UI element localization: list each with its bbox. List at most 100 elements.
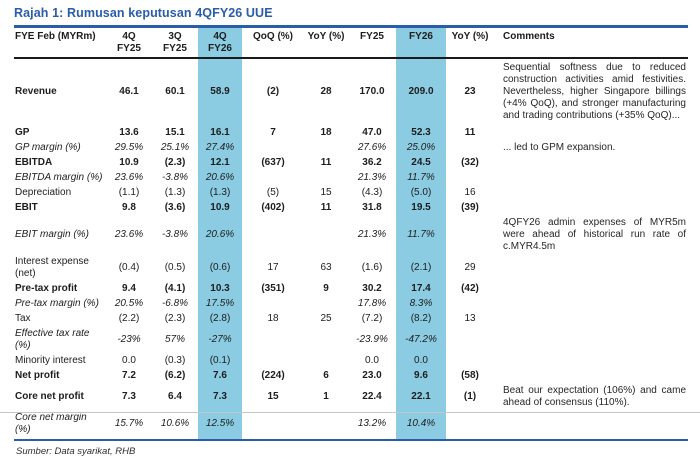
- value-cell-qoq: [242, 353, 304, 368]
- value-cell-4q-fy25: 10.9: [119, 156, 139, 168]
- value-cell-yoy-fy: (1): [463, 390, 477, 402]
- value-cell-qoq: [242, 326, 304, 353]
- value-cell-fy26: 8.3%: [396, 296, 446, 311]
- value-cell-yoy: 11: [320, 201, 332, 213]
- col-header-yoy: YoY (%): [304, 26, 348, 59]
- value-cell-fy26: (5.0): [396, 185, 446, 200]
- value-cell-yoy: 28: [320, 86, 332, 97]
- value-cell-4q-fy25: 7.3: [122, 390, 136, 402]
- comment-cell: [494, 125, 688, 140]
- table-row: Interest expense (net) (0.4) (0.5) (0.6)…: [14, 254, 688, 281]
- value-cell-4q-fy25: 20.5%: [114, 297, 144, 309]
- row-label: EBITDA margin (%): [15, 171, 103, 183]
- value-cell-4q-fy26: (0.1): [198, 353, 242, 368]
- row-label: GP: [15, 126, 30, 138]
- row-label: EBIT: [15, 201, 38, 213]
- value-cell-yoy-fy: 16: [464, 186, 476, 198]
- col-header-fye: FYE Feb (MYRm): [14, 26, 106, 59]
- value-cell-fy26: 11.7%: [396, 215, 446, 254]
- value-cell-qoq: (2): [266, 86, 280, 97]
- value-cell-4q-fy26: 20.6%: [198, 215, 242, 254]
- value-cell-fy26: 17.4: [396, 281, 446, 296]
- value-cell-fy26: 24.5: [396, 155, 446, 170]
- value-cell-qoq: [242, 410, 304, 441]
- value-cell-qoq: [242, 215, 304, 254]
- row-label: EBITDA: [15, 156, 53, 168]
- table-row: EBITDA 10.9 (2.3) 12.1 (637) 11 36.2 24.…: [14, 155, 688, 170]
- table-row: EBITDA margin (%) 23.6% -3.8% 20.6% 21.3…: [14, 170, 688, 185]
- value-cell-yoy: [304, 140, 348, 155]
- value-cell-yoy: [304, 326, 348, 353]
- table-row: Pre-tax margin (%) 20.5% -6.8% 17.5% 17.…: [14, 296, 688, 311]
- figure-title: Rajah 1: Rumusan keputusan 4QFY26 UUE: [14, 6, 273, 20]
- table-row: Core net margin (%) 15.7% 10.6% 12.5% 13…: [14, 410, 688, 441]
- value-cell-yoy-fy: 13: [464, 312, 476, 324]
- value-cell-yoy-fy: [446, 353, 494, 368]
- value-cell-qoq: (402): [261, 201, 285, 213]
- value-cell-fy26: 10.4%: [396, 410, 446, 441]
- value-cell-4q-fy25: 9.4: [122, 282, 136, 294]
- value-cell-yoy: [304, 353, 348, 368]
- value-cell-yoy: [304, 410, 348, 441]
- value-cell-yoy-fy: [446, 410, 494, 441]
- comment-cell: [494, 254, 688, 281]
- value-cell-yoy-fy: (42): [461, 282, 479, 294]
- row-label: Core net margin (%): [14, 410, 106, 441]
- value-cell-4q-fy26: (0.6): [198, 254, 242, 281]
- value-cell-fy25: 31.8: [362, 201, 382, 213]
- value-cell-fy25: 27.6%: [357, 141, 387, 153]
- value-cell-yoy: [304, 215, 348, 254]
- value-cell-3q-fy25: 10.6%: [152, 410, 198, 441]
- comment-cell: Sequential softness due to reduced const…: [503, 62, 686, 121]
- header-row: FYE Feb (MYRm) 4Q FY25 3Q FY25 4Q FY26 Q…: [14, 26, 688, 59]
- value-cell-3q-fy25: (2.3): [164, 312, 186, 324]
- value-cell-4q-fy26: (1.3): [198, 185, 242, 200]
- value-cell-fy25: 170.0: [359, 86, 385, 97]
- row-label: Minority interest: [15, 354, 86, 366]
- value-cell-4q-fy26: 10.3: [198, 281, 242, 296]
- value-cell-fy26: 25.0%: [396, 140, 446, 155]
- table-row: Minority interest 0.0 (0.3) (0.1) 0.0 0.…: [14, 353, 688, 368]
- table-row: Depreciation (1.1) (1.3) (1.3) (5) 15 (4…: [14, 185, 688, 200]
- table-header: FYE Feb (MYRm) 4Q FY25 3Q FY25 4Q FY26 Q…: [14, 26, 688, 59]
- table-body: Revenue 46.1 60.1 58.9 (2) 28 170.0 209.…: [14, 58, 688, 441]
- comment-cell: [494, 296, 688, 311]
- value-cell-3q-fy25: 15.1: [165, 126, 185, 138]
- value-cell-fy25: (4.3): [361, 186, 383, 198]
- value-cell-fy25: 47.0: [362, 126, 382, 138]
- row-label: Tax: [15, 312, 31, 324]
- value-cell-4q-fy26: 12.1: [198, 155, 242, 170]
- col-header-yoy-fy: YoY (%): [446, 26, 494, 59]
- value-cell-4q-fy26: 16.1: [198, 125, 242, 140]
- value-cell-fy26: 19.5: [396, 200, 446, 215]
- table-row: Tax (2.2) (2.3) (2.8) 18 25 (7.2) (8.2) …: [14, 311, 688, 326]
- value-cell-yoy-fy: [446, 296, 494, 311]
- row-label: Interest expense (net): [15, 255, 89, 279]
- source-note: Sumber: Data syarikat, RHB: [16, 445, 136, 457]
- value-cell-fy25: 23.0: [362, 369, 382, 381]
- value-cell-fy26: 22.1: [396, 383, 446, 410]
- value-cell-qoq: (5): [266, 186, 280, 198]
- report-page: Rajah 1: Rumusan keputusan 4QFY26 UUE FY…: [0, 6, 700, 457]
- row-label: Core net profit: [15, 390, 84, 402]
- row-label: EBIT margin (%): [15, 228, 89, 240]
- comment-cell: [494, 410, 688, 441]
- comment-cell: [494, 170, 688, 185]
- comment-cell: [494, 200, 688, 215]
- bottom-divider: [0, 412, 700, 413]
- value-cell-4q-fy25: (1.1): [118, 186, 140, 198]
- value-cell-fy26: 11.7%: [396, 170, 446, 185]
- comment-cell: ... led to GPM expansion.: [503, 141, 616, 153]
- value-cell-fy25: 13.2%: [348, 410, 396, 441]
- value-cell-fy26: (8.2): [396, 311, 446, 326]
- comment-cell: [494, 155, 688, 170]
- value-cell-3q-fy25: 60.1: [165, 86, 185, 97]
- value-cell-yoy: 9: [323, 282, 329, 294]
- value-cell-yoy: [304, 296, 348, 311]
- value-cell-4q-fy25: 23.6%: [114, 171, 144, 183]
- value-cell-yoy: 6: [323, 369, 329, 381]
- value-cell-fy26: 209.0: [396, 58, 446, 125]
- value-cell-4q-fy26: 27.4%: [198, 140, 242, 155]
- col-header-fy26: FY26: [396, 26, 446, 59]
- row-label: Revenue: [15, 86, 57, 97]
